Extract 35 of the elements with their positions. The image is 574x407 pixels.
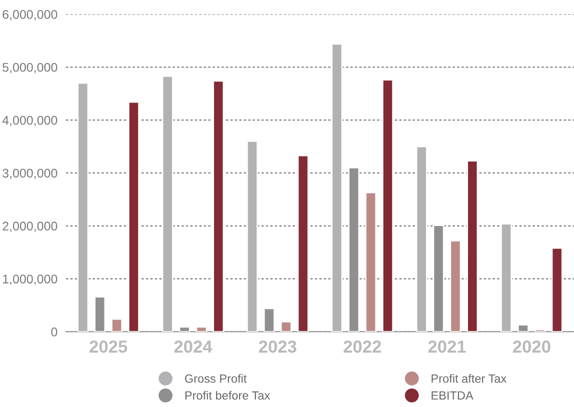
bar [382, 79, 394, 332]
bar [196, 326, 208, 332]
x-tick-label: 2024 [174, 340, 212, 353]
bar [416, 146, 428, 332]
y-tick-label: 5,000,000 [2, 62, 58, 74]
bar [500, 223, 512, 332]
y-tick-label: 6,000,000 [2, 10, 58, 20]
legend-label: Profit before Tax [185, 390, 270, 400]
legend-label: Gross Profit [185, 374, 247, 383]
x-tick-label: 2022 [344, 340, 381, 353]
y-tick-label: 1,000,000 [3, 274, 58, 285]
bar [77, 82, 89, 332]
y-tick-label: 4,000,000 [2, 116, 58, 126]
x-tick-label: 2023 [258, 340, 296, 353]
bar [128, 101, 140, 332]
bar [162, 75, 174, 332]
x-tick-label: 2025 [90, 340, 128, 353]
x-tick-label: 2020 [512, 340, 550, 353]
legend-label: EBITDA [432, 391, 474, 400]
bar [212, 80, 224, 332]
bar [450, 240, 462, 332]
x-tick-label: 2021 [428, 340, 466, 353]
bar [297, 154, 309, 332]
bar [331, 43, 343, 332]
y-tick-label: 2,000,000 [2, 222, 58, 232]
y-tick-label: 0 [51, 328, 58, 336]
bar [365, 192, 377, 332]
bar [551, 247, 563, 332]
bar [534, 328, 546, 332]
bar [111, 318, 123, 332]
bar [280, 320, 292, 332]
legend-label: Profit after Tax [432, 374, 506, 383]
bar [246, 140, 258, 332]
bar [466, 160, 478, 332]
y-tick-label: 3,000,000 [2, 168, 58, 180]
